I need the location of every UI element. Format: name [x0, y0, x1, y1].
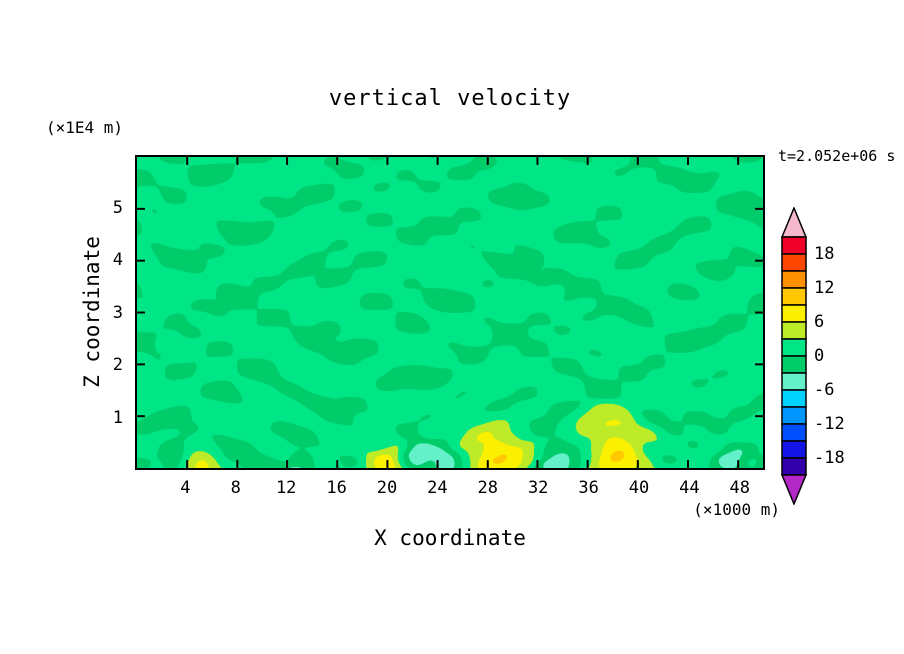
z-tick-label: 4 [112, 250, 123, 270]
colorbar-band [781, 440, 807, 459]
colorbar [781, 207, 807, 505]
colorbar-band [781, 406, 807, 425]
colorbar-tick-label: 18 [814, 244, 835, 264]
contour-field-canvas [137, 157, 763, 468]
colorbar-tick-label: 6 [814, 312, 825, 332]
colorbar-band [781, 372, 807, 391]
colorbar-band [781, 287, 807, 306]
x-tick-label: 36 [578, 478, 599, 498]
colorbar-band [781, 338, 807, 357]
x-axis-label: X coordinate [374, 526, 526, 550]
z-axis-label: Z coordinate [80, 236, 104, 388]
plot-area [135, 155, 765, 470]
colorbar-tick-label: 0 [814, 346, 825, 366]
colorbar-band [781, 270, 807, 289]
x-tick-label: 12 [275, 478, 297, 498]
x-tick-label: 32 [527, 478, 549, 498]
x-tick-label: 20 [376, 478, 398, 498]
z-tick-label: 1 [112, 407, 123, 428]
colorbar-band [781, 355, 807, 374]
x-tick-label: 44 [679, 478, 700, 498]
colorbar-band [781, 236, 807, 255]
x-axis-unit-label: (×1000 m) [693, 500, 780, 519]
colorbar-tick-label: -18 [814, 448, 845, 468]
colorbar-over-arrow-icon [781, 207, 807, 238]
colorbar-band [781, 423, 807, 442]
colorbar-tick-label: -6 [814, 380, 835, 400]
colorbar-tick-label: 12 [814, 278, 835, 298]
x-tick-label: 24 [427, 478, 448, 498]
z-tick-label: 3 [112, 302, 123, 323]
timestamp-label: t=2.052e+06 s [778, 147, 896, 165]
x-tick-label: 8 [230, 478, 241, 498]
colorbar-band [781, 253, 807, 272]
x-tick-label: 48 [729, 478, 751, 498]
colorbar-band [781, 389, 807, 408]
colorbar-under-arrow-icon [781, 474, 807, 505]
colorbar-tick-label: -12 [814, 414, 845, 434]
x-tick-label: 4 [180, 478, 191, 498]
x-tick-label: 16 [326, 478, 347, 498]
colorbar-band [781, 321, 807, 340]
z-axis-unit-label: (×1E4 m) [46, 118, 124, 137]
x-tick-label: 28 [477, 478, 499, 498]
x-tick-label: 40 [628, 478, 650, 498]
z-tick-label: 2 [112, 355, 123, 375]
chart-title: vertical velocity [328, 86, 572, 111]
z-tick-label: 5 [112, 197, 123, 218]
colorbar-band [781, 304, 807, 323]
colorbar-band [781, 457, 807, 476]
